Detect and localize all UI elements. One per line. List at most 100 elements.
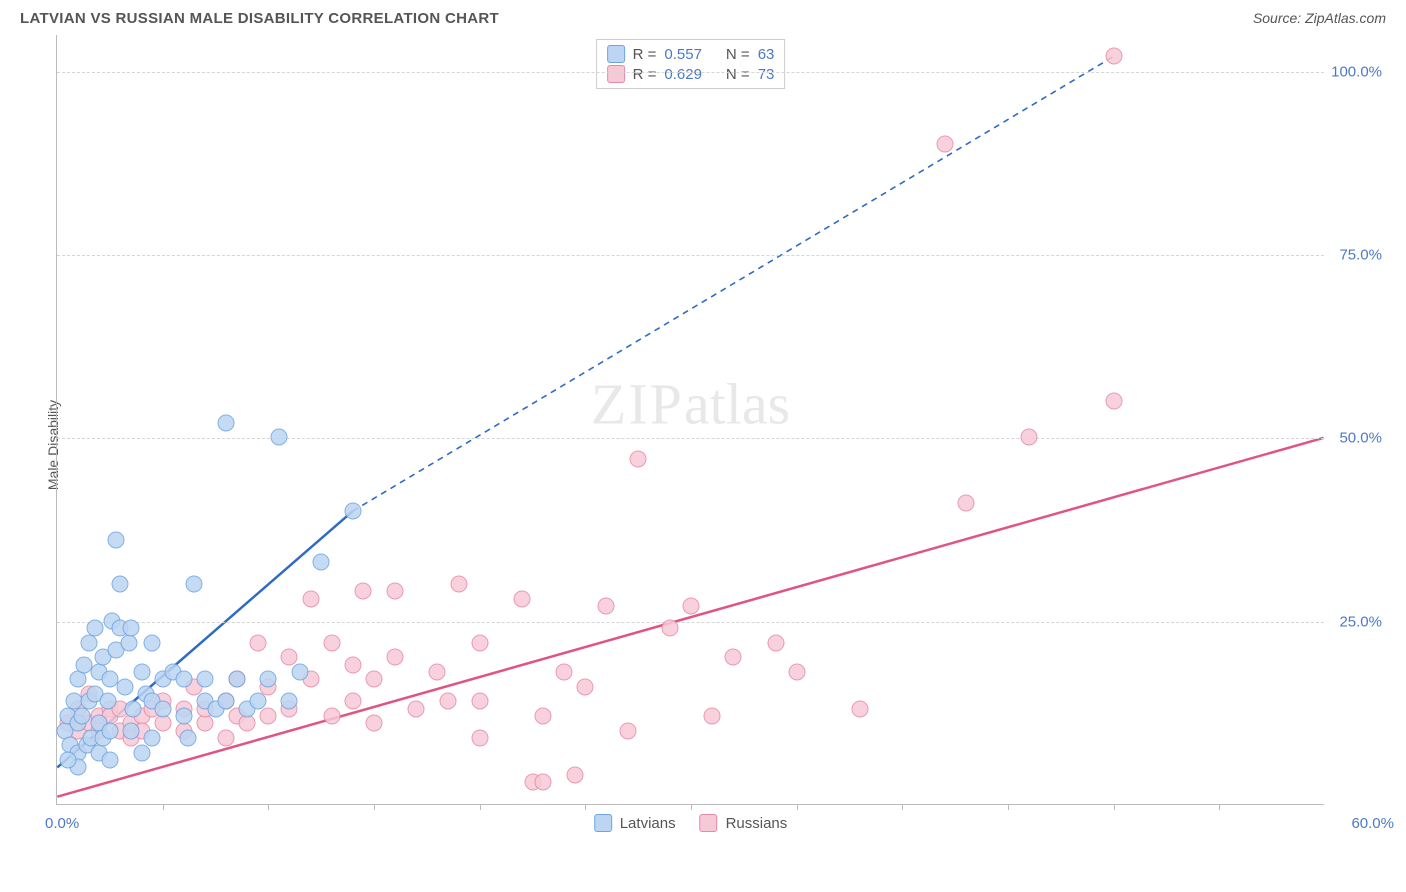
x-tick bbox=[691, 804, 692, 810]
r-value-russians: 0.629 bbox=[664, 66, 702, 83]
data-point-russians bbox=[154, 715, 171, 732]
data-point-latvians bbox=[281, 693, 298, 710]
data-point-russians bbox=[1105, 392, 1122, 409]
data-point-russians bbox=[556, 664, 573, 681]
n-label: N = bbox=[726, 66, 750, 83]
data-point-latvians bbox=[154, 700, 171, 717]
data-point-russians bbox=[566, 766, 583, 783]
data-point-latvians bbox=[70, 671, 87, 688]
data-point-russians bbox=[408, 700, 425, 717]
data-point-latvians bbox=[112, 576, 129, 593]
data-point-latvians bbox=[59, 752, 76, 769]
y-tick-label: 75.0% bbox=[1339, 247, 1382, 264]
data-point-latvians bbox=[344, 502, 361, 519]
chart-title: LATVIAN VS RUSSIAN MALE DISABILITY CORRE… bbox=[20, 10, 499, 27]
data-point-russians bbox=[683, 598, 700, 615]
chart-container: Male Disability ZIPatlas R = 0.557 N = 6… bbox=[20, 35, 1386, 855]
source-label: Source: ZipAtlas.com bbox=[1253, 10, 1386, 26]
x-tick bbox=[374, 804, 375, 810]
data-point-latvians bbox=[133, 744, 150, 761]
data-point-latvians bbox=[228, 671, 245, 688]
y-tick-label: 50.0% bbox=[1339, 430, 1382, 447]
data-point-russians bbox=[1021, 429, 1038, 446]
data-point-russians bbox=[281, 649, 298, 666]
data-point-russians bbox=[630, 451, 647, 468]
x-axis-min-label: 0.0% bbox=[45, 815, 79, 832]
data-point-russians bbox=[471, 693, 488, 710]
data-point-latvians bbox=[249, 693, 266, 710]
plot-area: ZIPatlas R = 0.557 N = 63 R = 0.629 N = … bbox=[56, 35, 1324, 805]
data-point-russians bbox=[957, 495, 974, 512]
data-point-russians bbox=[344, 656, 361, 673]
r-label: R = bbox=[633, 66, 657, 83]
data-point-russians bbox=[323, 708, 340, 725]
gridline bbox=[57, 72, 1324, 73]
data-point-latvians bbox=[99, 693, 116, 710]
data-point-russians bbox=[535, 774, 552, 791]
x-tick bbox=[1114, 804, 1115, 810]
data-point-russians bbox=[767, 634, 784, 651]
swatch-latvians bbox=[594, 814, 612, 832]
data-point-russians bbox=[1105, 48, 1122, 65]
data-point-russians bbox=[196, 715, 213, 732]
legend-item-latvians: Latvians bbox=[594, 814, 676, 832]
data-point-latvians bbox=[218, 414, 235, 431]
x-tick bbox=[163, 804, 164, 810]
x-tick bbox=[585, 804, 586, 810]
data-point-russians bbox=[260, 708, 277, 725]
data-point-latvians bbox=[175, 671, 192, 688]
r-label: R = bbox=[633, 46, 657, 63]
legend-label-latvians: Latvians bbox=[620, 815, 676, 832]
data-point-latvians bbox=[175, 708, 192, 725]
stats-legend-box: R = 0.557 N = 63 R = 0.629 N = 73 bbox=[596, 39, 786, 89]
data-point-latvians bbox=[125, 700, 142, 717]
x-tick bbox=[480, 804, 481, 810]
data-point-russians bbox=[429, 664, 446, 681]
n-label: N = bbox=[726, 46, 750, 63]
data-point-russians bbox=[366, 671, 383, 688]
y-tick-label: 100.0% bbox=[1331, 63, 1382, 80]
gridline bbox=[57, 622, 1324, 623]
data-point-latvians bbox=[74, 708, 91, 725]
trend-lines-layer bbox=[57, 35, 1324, 804]
data-point-latvians bbox=[313, 554, 330, 571]
gridline bbox=[57, 438, 1324, 439]
data-point-latvians bbox=[108, 532, 125, 549]
data-point-latvians bbox=[122, 722, 139, 739]
data-point-latvians bbox=[292, 664, 309, 681]
x-axis-max-label: 60.0% bbox=[1351, 815, 1394, 832]
data-point-latvians bbox=[101, 752, 118, 769]
data-point-latvians bbox=[122, 620, 139, 637]
data-point-russians bbox=[598, 598, 615, 615]
data-point-latvians bbox=[116, 678, 133, 695]
data-point-russians bbox=[619, 722, 636, 739]
x-tick bbox=[902, 804, 903, 810]
data-point-russians bbox=[471, 730, 488, 747]
data-point-latvians bbox=[144, 730, 161, 747]
data-point-russians bbox=[450, 576, 467, 593]
stats-row-russians: R = 0.629 N = 73 bbox=[607, 64, 775, 84]
swatch-russians bbox=[700, 814, 718, 832]
data-point-russians bbox=[471, 634, 488, 651]
stats-row-latvians: R = 0.557 N = 63 bbox=[607, 44, 775, 64]
x-tick bbox=[268, 804, 269, 810]
data-point-russians bbox=[936, 136, 953, 153]
data-point-russians bbox=[218, 730, 235, 747]
data-point-russians bbox=[535, 708, 552, 725]
data-point-latvians bbox=[120, 634, 137, 651]
data-point-latvians bbox=[87, 620, 104, 637]
data-point-russians bbox=[249, 634, 266, 651]
data-point-latvians bbox=[144, 634, 161, 651]
data-point-russians bbox=[355, 583, 372, 600]
data-point-russians bbox=[577, 678, 594, 695]
data-point-latvians bbox=[218, 693, 235, 710]
swatch-russians bbox=[607, 65, 625, 83]
series-legend: Latvians Russians bbox=[594, 814, 788, 832]
x-tick bbox=[797, 804, 798, 810]
data-point-russians bbox=[344, 693, 361, 710]
data-point-latvians bbox=[180, 730, 197, 747]
gridline bbox=[57, 255, 1324, 256]
data-point-russians bbox=[387, 583, 404, 600]
data-point-latvians bbox=[133, 664, 150, 681]
x-tick bbox=[1219, 804, 1220, 810]
